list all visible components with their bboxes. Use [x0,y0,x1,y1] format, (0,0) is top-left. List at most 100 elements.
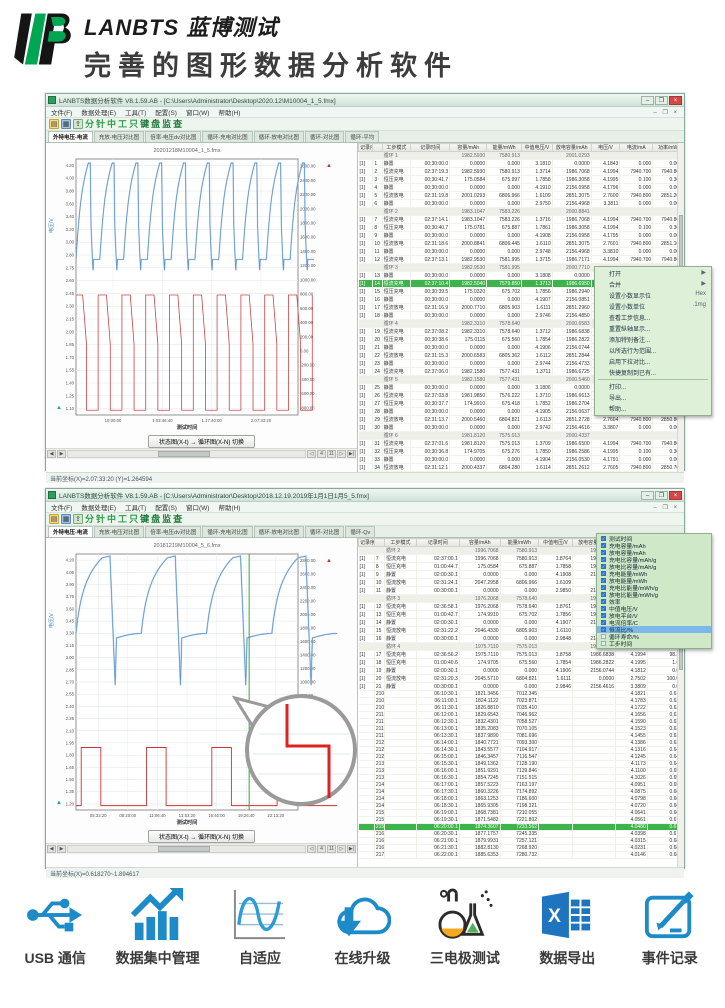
context-menu-item-5[interactable]: 重置纵轴显示... [609,327,651,333]
table-row[interactable]: [1] 20 恒流放电 02:31:20.3 2045.5710 6804.821 1.61… [358,674,684,683]
toolbar-glyph-7[interactable]: 监 [162,514,172,524]
tab-4[interactable]: 循环-放电对比图 [253,526,305,537]
scroll-left-button[interactable]: ◀ [47,450,56,458]
col-header[interactable]: 工步模式 [384,538,417,547]
col-header[interactable]: 放电容量/mAh [551,143,592,152]
titlebar[interactable]: LANBTS数据分析软件 V8.1.59.AB - [C:\Users\Admi… [46,489,684,502]
scroll-right-button[interactable]: ▶ [57,450,66,458]
chart-hscrollbar[interactable]: ◀ ▶ ◁ 4 11 ▷ ▶| [46,843,357,854]
minimize-button[interactable]: – [641,490,654,500]
tab-2[interactable]: 倍率-电压dv对比图 [145,526,202,537]
checkbox-icon[interactable]: ✓ [601,585,606,590]
col-header[interactable]: 电压/V [590,143,621,152]
checkbox-icon[interactable] [601,634,606,639]
table-row[interactable]: [1] 5 恒流放电 02:31:19.8 2001.0293 6806.966 1.610… [358,191,684,200]
cycle-group-row[interactable]: 循环 2 1983.1047 7583.226 2000.8841 [358,207,684,216]
context-menu-item-7[interactable]: 以所选行为范围... [609,349,657,355]
menu-2[interactable]: 工具(T) [124,110,147,117]
open-file-icon[interactable]: ▤ [49,119,59,129]
scrolled-data-row[interactable]: 216106:20:30.11877.17577245.3354.03980.6… [358,830,684,838]
menu-0[interactable]: 文件(F) [51,505,73,512]
table-row[interactable]: [1] 1 静置 00:30:00.0 0.0000 0.000 3.1810 0.0000 4… [358,159,684,168]
table-row[interactable]: [1] 9 静置 00:30:00.0 0.0000 0.000 4.1908 2156.09… [358,231,684,240]
toolbar-glyph-1[interactable]: 针 [96,514,106,524]
checkbox-icon[interactable]: ✓ [601,627,606,632]
scrolled-data-row[interactable]: 214606:18:00.11863.12537186.6004.07980.6… [358,795,684,803]
page-prev-button[interactable]: ◁ [307,845,316,853]
col-header[interactable]: 容量/mAh [449,143,488,152]
page-last-button[interactable]: ▶| [347,845,356,853]
col-header[interactable]: 记录时间 [415,538,460,547]
mdi-buttons[interactable]: – ❐ × [653,504,679,511]
table-row[interactable]: [1] 17 恒流充电 02:36:56.2 1975.7110 7575.013 1.87… [358,650,684,659]
tab-4[interactable]: 循环-放电对比图 [253,131,305,142]
toolbar-glyph-5[interactable]: 键 [140,119,150,129]
column-menu-item-9[interactable]: ✓ 效率 [601,599,621,606]
col-header[interactable]: 能量/mWh [486,143,522,152]
context-menu-item-6[interactable]: 添加特别备注... [609,338,651,344]
checkbox-icon[interactable]: ✓ [601,571,606,576]
checkbox-icon[interactable]: ✓ [601,599,606,604]
scroll-track[interactable] [67,845,306,853]
table-row[interactable]: [1]35静置00:30:00.00.00000.0002.97402156.4… [358,471,684,472]
scroll-right-button[interactable]: ▶ [57,845,66,853]
mdi-buttons[interactable]: – ❐ × [653,109,679,116]
context-menu-item-1[interactable]: 合并 ▶ [609,281,706,289]
col-header[interactable]: 记录序号 [358,143,374,152]
tab-1[interactable]: 充放-电压对比图 [93,526,145,537]
column-menu-item-1[interactable]: ✓ 充电容量/mAh [601,543,646,550]
context-menu-item-3[interactable]: 设置小数单位 .1mg [609,302,706,311]
save-icon[interactable]: ▦ [61,119,71,129]
menu-4[interactable]: 窗口(W) [185,505,210,512]
cycle-group-row[interactable]: 循环 6 1981.8120 7575.013 2000.4337 [358,431,684,440]
toolbar-glyph-0[interactable]: 分 [85,514,95,524]
table-row[interactable]: [1] 7 恒流充电 02:37:14.1 1983.1047 7583.226 1.371… [358,215,684,224]
context-menu-item-0[interactable]: 打开 ▶ [609,270,706,278]
scroll-thumb[interactable] [158,846,211,852]
toolbar-glyph-5[interactable]: 键 [140,514,150,524]
checkbox-icon[interactable]: ✓ [601,550,606,555]
col-header[interactable]: 记录时间 [410,143,451,152]
checkbox-icon[interactable]: ✓ [601,606,606,611]
column-menu-item-14[interactable]: 循环寿命/% [597,633,711,641]
checkbox-icon[interactable]: ✓ [601,536,606,541]
page-next-button[interactable]: ▷ [337,450,346,458]
column-menu-item-15[interactable]: 工步时间 [597,640,711,648]
context-menu-item-9[interactable]: 快捷复制到已有... [609,371,657,377]
tab-3[interactable]: 循环-充电对比图 [202,526,253,537]
col-header[interactable] [372,143,383,152]
toolbar-glyph-4[interactable]: 只 [129,514,139,524]
save-icon[interactable]: ▦ [61,514,71,524]
open-file-icon[interactable]: ▤ [49,514,59,524]
column-menu-item-5[interactable]: ✓ 充电能量/mWh [601,571,648,578]
titlebar[interactable]: LANBTS数据分析软件 V8.1.59.AB - [C:\Users\Admi… [46,94,684,107]
col-header[interactable]: 记录序号 [358,538,375,547]
tab-0[interactable]: 外特电压-电流 [48,526,93,537]
scrolled-data-row[interactable]: 212506:14:30.11843.55777104.9174.13160.6… [358,746,684,754]
column-menu-item-0[interactable]: ✓ 测试时间 [601,536,633,543]
scrolled-data-row[interactable]: 212206:14:00.11840.77217093.3004.13860.6… [358,739,684,747]
column-menu-item-2[interactable]: ✓ 放电容量/mAh [601,550,646,557]
checkbox-icon[interactable]: ✓ [601,592,606,597]
toolbar-glyph-6[interactable]: 盘 [151,514,161,524]
column-menu-item-7[interactable]: ✓ 充电比能量/mWh/g [601,585,658,592]
export-icon[interactable]: ⇪ [73,514,83,524]
scrolled-data-row[interactable]: 214006:17:00.11857.52237163.1974.09510.6… [358,781,684,789]
col-header[interactable] [373,538,386,547]
menu-1[interactable]: 数据处理(E) [81,505,116,512]
toolbar-glyph-8[interactable]: 查 [173,514,183,524]
scrolled-data-row[interactable]: 216706:21:30.11882.81307268.9204.02310.6… [358,844,684,852]
table-row[interactable]: [1] 18 恒压充电 01:00:40.6 174.9705 675.560 1.7854… [358,658,684,667]
col-header[interactable]: 容量/mAh [458,538,501,547]
checkbox-icon[interactable]: ✓ [601,620,606,625]
chart-hscrollbar[interactable]: ◀ ▶ ◁ 4 11 ▷ ▶| [46,448,357,459]
scrolled-data-row[interactable]: 211906:13:30.11837.98907081.6964.14550.6… [358,732,684,740]
table-row[interactable]: [1] 29 恒流放电 02:31:13.7 2000.5460 6804.821 1.61… [358,415,684,424]
maximize-button[interactable]: ❐ [655,95,668,105]
table-row[interactable]: [1] 4 静置 00:30:00.0 0.0000 0.000 4.1910 2156.09… [358,183,684,192]
column-menu-item-13[interactable]: ✓ 恒流比/% [597,626,711,634]
chart-mode-toggle-button[interactable]: 状态图(X-t) → 循环图(X-N) 切换 [148,830,255,843]
close-button[interactable]: × [669,490,682,500]
column-menu-item-12[interactable]: ✓ 电流倍率/C [601,620,638,627]
toolbar-glyph-1[interactable]: 针 [96,119,106,129]
